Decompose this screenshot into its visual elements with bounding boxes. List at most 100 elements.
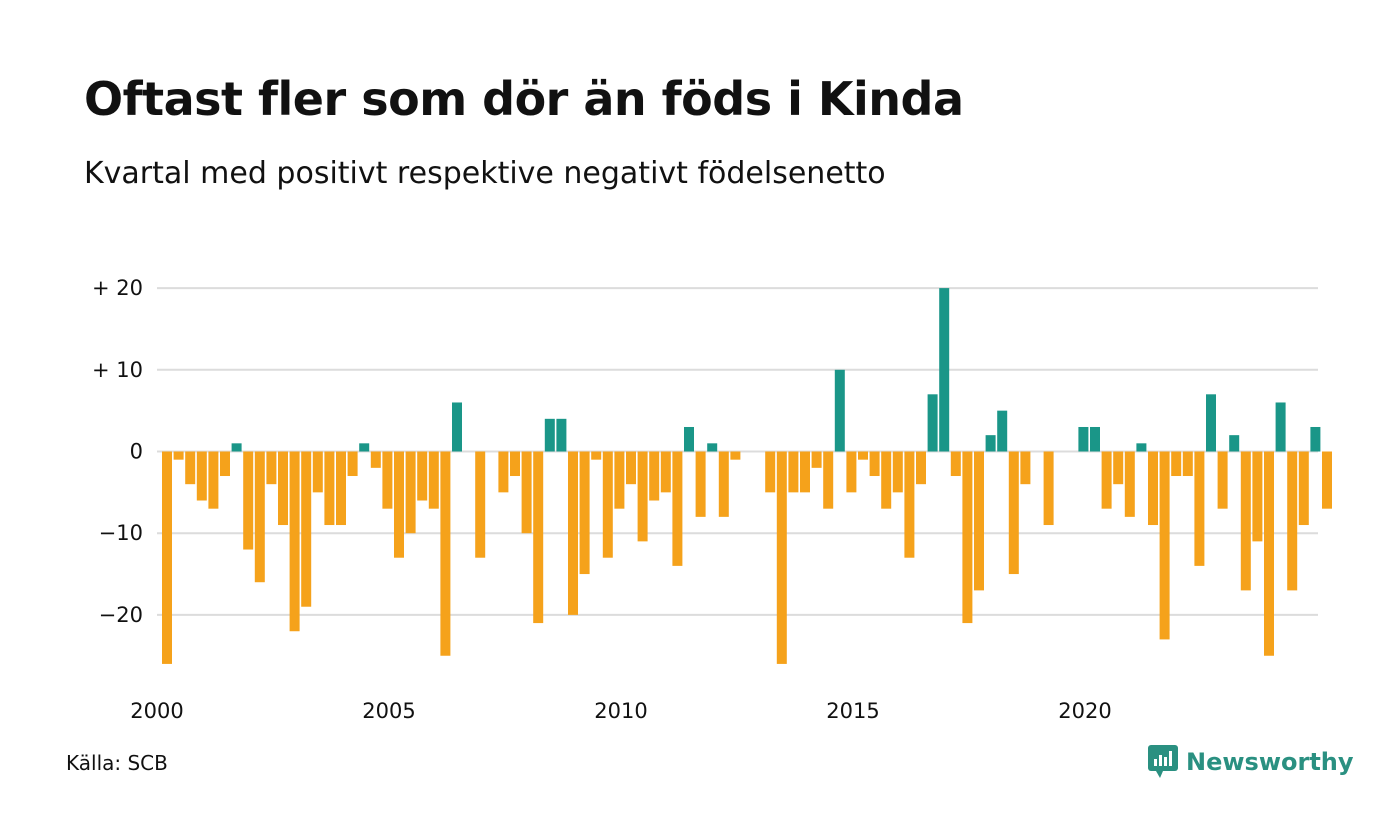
bar-negative: [892, 451, 903, 493]
bar-positive: [231, 443, 242, 452]
bar-negative: [301, 451, 312, 607]
bar-negative: [243, 451, 254, 550]
bar-negative: [312, 451, 323, 493]
bar-negative: [324, 451, 335, 526]
bar-negative: [649, 451, 660, 501]
bar-negative: [1194, 451, 1205, 566]
bar-negative: [254, 451, 265, 583]
y-tick-label: + 20: [92, 276, 143, 300]
bar-positive: [985, 435, 996, 452]
bar-negative: [881, 451, 892, 509]
bar-negative: [962, 451, 973, 624]
x-tick-label: 2020: [1058, 699, 1111, 723]
bar-negative: [220, 451, 230, 477]
bar-positive: [544, 418, 555, 452]
bar-positive: [452, 402, 462, 452]
bar-negative: [1182, 451, 1193, 477]
brand: Newsworthy: [1148, 745, 1354, 779]
bar-negative: [730, 451, 741, 460]
bar-negative: [1217, 451, 1228, 509]
bar-negative: [498, 451, 509, 493]
chart-title: Oftast fler som dör än föds i Kinda: [84, 72, 964, 126]
bar-positive: [1136, 443, 1147, 452]
bar-negative: [1159, 451, 1170, 640]
bar-negative: [417, 451, 428, 501]
y-tick-label: 0: [130, 440, 143, 464]
bar-negative: [382, 451, 393, 509]
bar-negative: [1298, 451, 1309, 526]
bars: [162, 288, 1332, 664]
newsworthy-logo-icon: [1148, 745, 1178, 778]
bar-negative: [1252, 451, 1263, 542]
bar-negative: [695, 451, 706, 517]
bar-negative: [1171, 451, 1182, 477]
bar-negative: [811, 451, 822, 468]
bar-negative: [916, 451, 926, 485]
bar-negative: [788, 451, 799, 493]
bar-negative: [579, 451, 590, 575]
bar-positive: [359, 443, 370, 452]
bar-negative: [428, 451, 439, 509]
bar-negative: [370, 451, 381, 468]
bar-negative: [800, 451, 810, 493]
bar-positive: [684, 426, 694, 452]
bar-positive: [1206, 394, 1216, 452]
bar-positive: [997, 410, 1008, 452]
bar-positive: [1078, 426, 1089, 452]
bar-negative: [521, 451, 532, 534]
bar-positive: [707, 443, 718, 452]
bar-negative: [660, 451, 671, 493]
bar-negative: [1043, 451, 1054, 526]
bar-negative: [626, 451, 636, 485]
bar-negative: [196, 451, 207, 501]
bar-negative: [637, 451, 648, 542]
bar-negative: [475, 451, 486, 558]
bar-negative: [278, 451, 288, 526]
bar-negative: [1020, 451, 1031, 485]
bar-negative: [904, 451, 915, 558]
bar-negative: [1124, 451, 1135, 517]
bar-negative: [510, 451, 520, 477]
bar-negative: [950, 451, 961, 477]
bar-positive: [927, 394, 938, 452]
bar-negative: [347, 451, 358, 477]
bar-negative: [1322, 451, 1332, 509]
bar-negative: [1240, 451, 1251, 591]
bar-positive: [1090, 426, 1100, 452]
bar-positive: [939, 288, 950, 452]
bar-negative: [858, 451, 868, 460]
bar-negative: [718, 451, 729, 517]
x-tick-label: 2005: [362, 699, 415, 723]
chart-subtitle: Kvartal med positivt respektive negativt…: [84, 156, 886, 191]
bar-negative: [869, 451, 880, 477]
bar-negative: [336, 451, 346, 526]
bar-negative: [266, 451, 277, 485]
bar-negative: [394, 451, 404, 558]
bar-negative: [568, 451, 578, 615]
y-tick-label: + 10: [92, 358, 143, 382]
bar-negative: [1264, 451, 1274, 656]
bar-negative: [591, 451, 602, 460]
bar-negative: [614, 451, 625, 509]
bar-positive: [1275, 402, 1286, 452]
bar-negative: [289, 451, 300, 632]
bar-negative: [208, 451, 219, 509]
bar-negative: [846, 451, 857, 493]
bar-negative: [1148, 451, 1158, 526]
bar-positive: [834, 369, 845, 452]
bar-negative: [974, 451, 984, 591]
bar-negative: [185, 451, 196, 485]
bar-negative: [1287, 451, 1298, 591]
bar-positive: [556, 418, 567, 452]
bar-positive: [1229, 435, 1240, 452]
y-axis-labels: + 20 + 10 0 −10 −20: [92, 276, 143, 627]
bar-negative: [405, 451, 416, 534]
bar-negative: [440, 451, 451, 656]
bar-negative: [1101, 451, 1112, 509]
bar-negative: [1113, 451, 1124, 485]
x-tick-label: 2000: [130, 699, 183, 723]
y-tick-label: −20: [99, 603, 143, 627]
x-tick-label: 2015: [826, 699, 879, 723]
brand-name: Newsworthy: [1186, 748, 1354, 776]
